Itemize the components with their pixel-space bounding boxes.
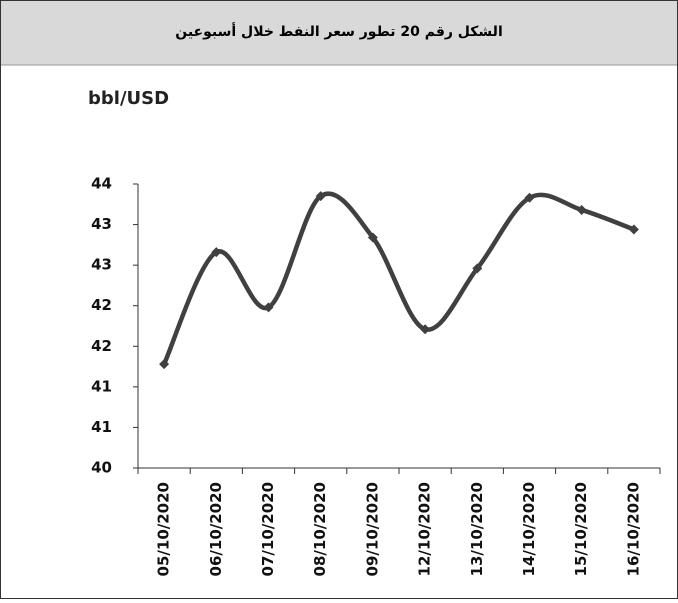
marker <box>472 263 483 274</box>
marker <box>576 204 587 215</box>
marker <box>211 247 222 258</box>
y-tick-label: 43 <box>91 215 112 233</box>
x-tick-label: 14/10/2020 <box>520 482 538 576</box>
x-tick-label: 06/10/2020 <box>207 482 225 576</box>
x-tick-label: 08/10/2020 <box>311 482 329 576</box>
chart-title: الشكل رقم 20 تطور سعر النفط خلال أسبوعين <box>175 22 503 40</box>
y-tick-label: 40 <box>91 459 112 477</box>
x-tick-label: 07/10/2020 <box>259 482 277 576</box>
marker <box>367 232 378 243</box>
y-tick-label: 42 <box>91 337 112 355</box>
marker <box>315 191 326 202</box>
x-tick-label: 15/10/2020 <box>572 482 590 576</box>
y-tick-label: 41 <box>91 377 112 395</box>
y-tick-label: 43 <box>91 256 112 274</box>
x-tick-label: 12/10/2020 <box>416 482 434 576</box>
y-tick-label: 44 <box>91 175 112 193</box>
y-axis-label: bbl/USD <box>88 88 169 109</box>
x-tick-label: 16/10/2020 <box>624 482 642 576</box>
marker <box>628 224 639 235</box>
title-bar <box>1 1 677 65</box>
marker <box>420 324 431 335</box>
marker <box>159 359 170 370</box>
y-tick-label: 42 <box>91 296 112 314</box>
marker <box>524 192 535 203</box>
line <box>161 191 637 367</box>
x-tick-label: 09/10/2020 <box>363 482 381 576</box>
y-tick-label: 41 <box>91 418 112 436</box>
marker <box>263 302 274 313</box>
x-tick-label: 05/10/2020 <box>155 482 173 576</box>
x-tick-label: 13/10/2020 <box>468 482 486 576</box>
